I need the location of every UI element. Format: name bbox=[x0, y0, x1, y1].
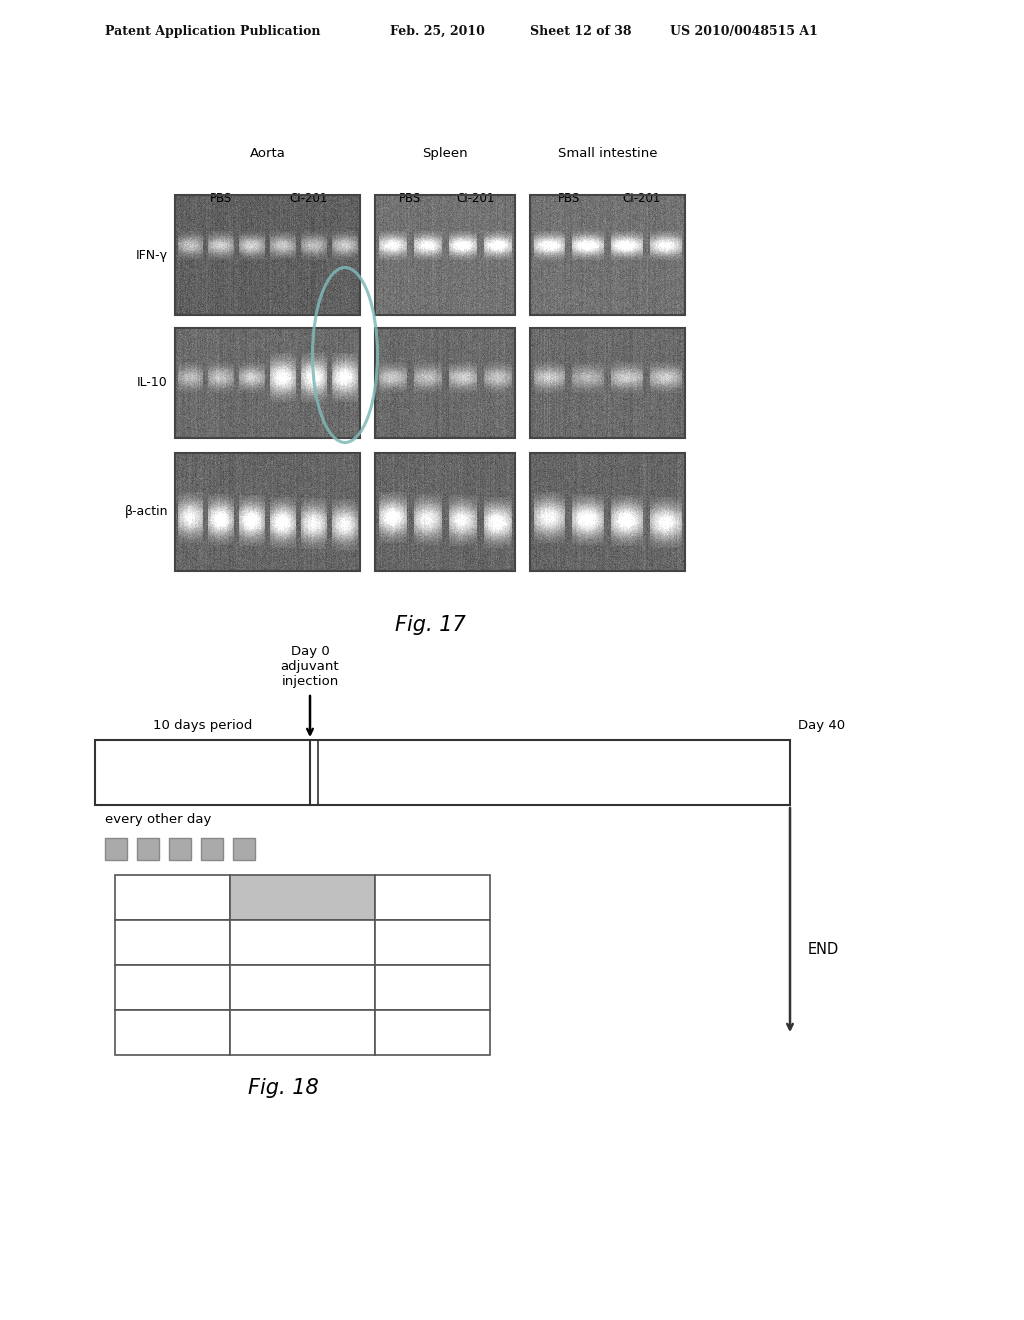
Text: β-actin: β-actin bbox=[125, 506, 168, 519]
Text: Day 40: Day 40 bbox=[798, 719, 845, 733]
Text: Aorta: Aorta bbox=[250, 147, 286, 160]
Text: IFN-γ: IFN-γ bbox=[136, 248, 168, 261]
Text: Oral administrations: Oral administrations bbox=[105, 751, 232, 764]
Bar bbox=[115, 920, 230, 965]
Text: US 2010/0048515 A1: US 2010/0048515 A1 bbox=[670, 25, 818, 38]
Text: Fig. 17: Fig. 17 bbox=[394, 615, 465, 635]
Text: 11: 11 bbox=[384, 981, 401, 994]
Bar bbox=[115, 1010, 230, 1055]
Bar bbox=[530, 453, 685, 572]
Bar bbox=[230, 875, 375, 920]
FancyBboxPatch shape bbox=[169, 838, 191, 861]
Text: Day 0
adjuvant
injection: Day 0 adjuvant injection bbox=[281, 645, 339, 688]
Text: Spleen: Spleen bbox=[422, 147, 468, 160]
Text: PBS: PBS bbox=[210, 191, 232, 205]
Bar bbox=[115, 875, 230, 920]
Bar bbox=[375, 453, 515, 572]
Text: Feb. 25, 2010: Feb. 25, 2010 bbox=[390, 25, 485, 38]
Bar bbox=[530, 195, 685, 315]
Bar bbox=[375, 327, 515, 438]
Text: IL-10: IL-10 bbox=[137, 376, 168, 389]
Bar bbox=[530, 327, 685, 438]
FancyBboxPatch shape bbox=[201, 838, 223, 861]
FancyBboxPatch shape bbox=[105, 838, 127, 861]
FancyBboxPatch shape bbox=[137, 838, 159, 861]
Text: N=: N= bbox=[384, 891, 404, 903]
Text: every other day: every other day bbox=[105, 813, 211, 826]
Bar bbox=[230, 1010, 375, 1055]
Text: 10: 10 bbox=[239, 981, 256, 994]
Text: Group: Group bbox=[124, 891, 165, 903]
Bar bbox=[115, 965, 230, 1010]
Bar bbox=[175, 327, 360, 438]
Text: 10: 10 bbox=[384, 936, 400, 949]
Text: B: B bbox=[124, 981, 133, 994]
Text: CI-201: CI-201 bbox=[623, 191, 660, 205]
Bar bbox=[230, 920, 375, 965]
Text: 11: 11 bbox=[384, 1026, 401, 1039]
Text: A: A bbox=[124, 936, 133, 949]
Bar bbox=[375, 1010, 490, 1055]
Text: 0: 0 bbox=[239, 936, 248, 949]
Text: Dose
μg/Rat: Dose μg/Rat bbox=[239, 883, 283, 911]
Bar bbox=[375, 965, 490, 1010]
Bar bbox=[375, 875, 490, 920]
Bar bbox=[230, 965, 375, 1010]
Text: 100: 100 bbox=[239, 1026, 264, 1039]
Bar bbox=[95, 741, 790, 805]
Text: END: END bbox=[808, 942, 840, 957]
Bar bbox=[175, 195, 360, 315]
Text: Patent Application Publication: Patent Application Publication bbox=[105, 25, 321, 38]
Text: CI-201: CI-201 bbox=[289, 191, 328, 205]
Bar bbox=[175, 453, 360, 572]
Text: Small intestine: Small intestine bbox=[558, 147, 657, 160]
Text: Sheet 12 of 38: Sheet 12 of 38 bbox=[530, 25, 632, 38]
FancyBboxPatch shape bbox=[233, 838, 255, 861]
Text: Arthritis daily
follow up: Arthritis daily follow up bbox=[505, 756, 595, 784]
Text: Fig. 18: Fig. 18 bbox=[249, 1078, 319, 1098]
Text: PBS: PBS bbox=[399, 191, 421, 205]
Text: PBS: PBS bbox=[558, 191, 580, 205]
Text: CI-201: CI-201 bbox=[457, 191, 495, 205]
Bar bbox=[375, 195, 515, 315]
Bar bbox=[375, 920, 490, 965]
Text: 10 days period: 10 days period bbox=[153, 719, 252, 733]
Text: C: C bbox=[124, 1026, 133, 1039]
